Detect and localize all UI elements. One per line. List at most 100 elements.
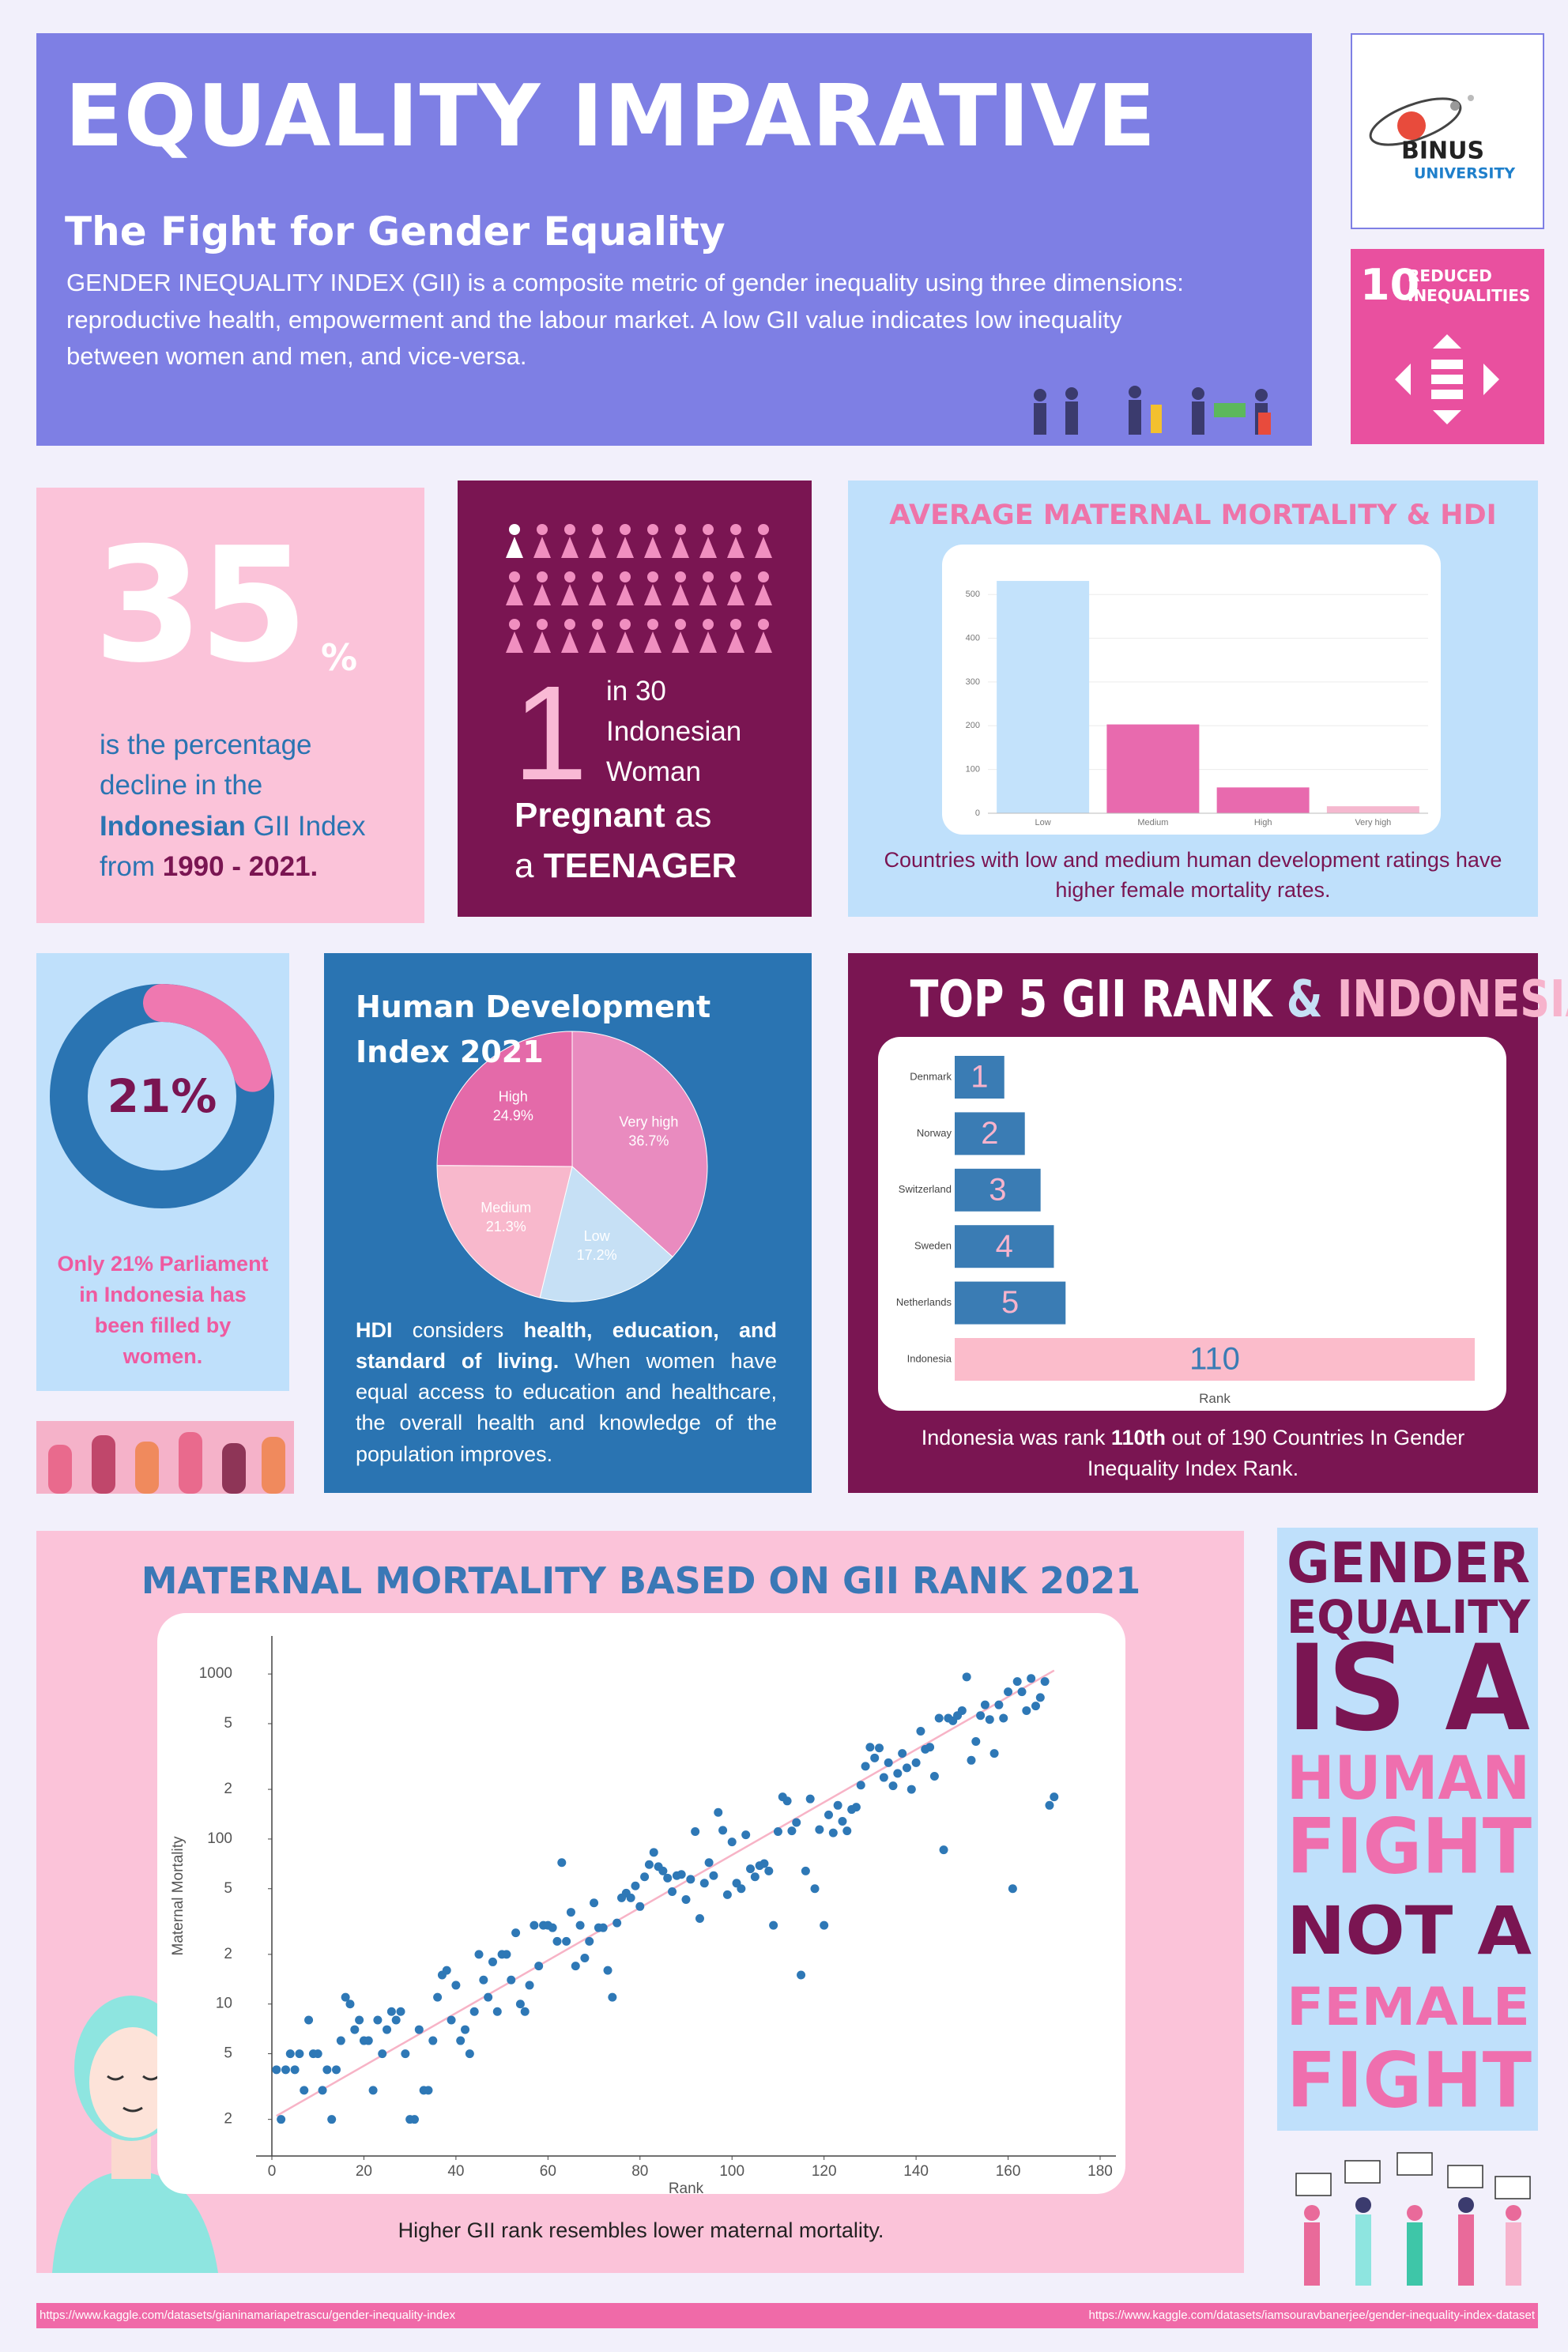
woman-icon-body bbox=[561, 584, 579, 605]
scatter-point bbox=[612, 1918, 622, 1928]
x-tick-label: 140 bbox=[903, 2163, 929, 2180]
scatter-point bbox=[350, 2025, 360, 2034]
scatter-point bbox=[525, 1981, 534, 1990]
sdg-number: 10 bbox=[1360, 260, 1420, 310]
hdi-lead: HDI bbox=[356, 1318, 393, 1342]
slogan-line: IS A bbox=[1287, 1620, 1530, 1758]
slice-label: Medium bbox=[481, 1200, 531, 1216]
scatter-point bbox=[424, 2086, 433, 2095]
woman-icon-body bbox=[672, 537, 689, 558]
chart-caption: Higher GII rank resembles lower maternal… bbox=[398, 2218, 884, 2242]
teen-value: 1 bbox=[513, 658, 588, 808]
woman-icon-body bbox=[616, 537, 634, 558]
x-tick-label: 120 bbox=[812, 2163, 837, 2180]
scatter-point bbox=[396, 2007, 405, 2016]
sdg-label: REDUCED INEQUALITIES bbox=[1408, 266, 1531, 305]
scatter-point bbox=[428, 2036, 438, 2045]
decline-value: 35 bbox=[93, 514, 308, 698]
title-highlight: INDONESIA bbox=[1336, 971, 1568, 1029]
scatter-point bbox=[760, 1859, 769, 1868]
woman-icon-head bbox=[620, 571, 631, 582]
scatter-point bbox=[649, 1848, 658, 1857]
woman-icon-body bbox=[755, 631, 772, 653]
scatter-point bbox=[727, 1838, 737, 1847]
woman-icon-body bbox=[672, 631, 689, 653]
woman-icon-head bbox=[620, 524, 631, 535]
scatter-point bbox=[383, 2025, 392, 2034]
woman-icon-head bbox=[537, 524, 548, 535]
x-tick-label: Very high bbox=[1355, 818, 1391, 827]
y-tick-label: 500 bbox=[966, 590, 980, 599]
source-link[interactable]: https://www.kaggle.com/datasets/gianinam… bbox=[40, 2309, 456, 2322]
hdi-bold: health, education, and standard of livin… bbox=[356, 1318, 777, 1374]
scatter-point bbox=[530, 1920, 539, 1930]
scatter-point bbox=[1031, 1702, 1040, 1711]
scatter-point bbox=[1040, 1677, 1050, 1687]
teen-text-1: as bbox=[674, 796, 712, 835]
scatter-point bbox=[884, 1758, 893, 1767]
sdg-icon bbox=[1395, 334, 1499, 424]
scatter-point bbox=[976, 1711, 986, 1721]
scatter-point bbox=[677, 1870, 686, 1879]
y-tick-label: 5 bbox=[224, 1715, 232, 1732]
hdi-text-1: considers bbox=[412, 1318, 504, 1342]
scatter-point bbox=[1004, 1687, 1013, 1697]
slogan-panel: GENDER EQUALITY IS A HUMAN FIGHT NOT A F… bbox=[1277, 1528, 1538, 2131]
scatter-point bbox=[911, 1758, 921, 1767]
scatter-point bbox=[401, 2049, 410, 2059]
woman-icon-body bbox=[699, 537, 717, 558]
scatter-point bbox=[686, 1875, 695, 1884]
scatter-point bbox=[851, 1803, 861, 1812]
source-link[interactable]: https://www.kaggle.com/datasets/iamsoura… bbox=[1088, 2309, 1535, 2322]
scatter-point bbox=[893, 1769, 903, 1778]
scatter-point bbox=[746, 1864, 756, 1874]
woman-icon-body bbox=[533, 631, 551, 653]
slice-label: High bbox=[499, 1088, 528, 1104]
scatter-point bbox=[824, 1810, 833, 1819]
scatter-point bbox=[971, 1737, 981, 1747]
scatter-point bbox=[801, 1866, 810, 1875]
scatter-point bbox=[414, 2025, 424, 2034]
scatter-point bbox=[773, 1826, 782, 1836]
scatter-point bbox=[368, 2086, 378, 2095]
woman-icon-head bbox=[647, 524, 658, 535]
caption-lead: Indonesia was rank bbox=[921, 1426, 1106, 1449]
scatter-point bbox=[580, 1954, 590, 1963]
scatter-point bbox=[842, 1826, 852, 1836]
scatter-point bbox=[820, 1920, 829, 1930]
plot-area: Denmark 1 Norway 2 Switzerland 3 Sweden 4 Nether… bbox=[878, 1037, 1506, 1411]
bar bbox=[1106, 724, 1200, 813]
y-tick-label: 200 bbox=[966, 721, 980, 730]
scatter-point bbox=[1012, 1677, 1022, 1687]
woman-icon-head bbox=[592, 571, 603, 582]
bar bbox=[955, 1168, 1041, 1212]
decline-text-2: GII Index bbox=[253, 810, 366, 842]
woman-icon-body bbox=[755, 584, 772, 605]
scatter-point bbox=[608, 1992, 617, 2002]
woman-icon-head bbox=[509, 524, 520, 535]
y-axis-label: Maternal Mortality bbox=[170, 1836, 187, 1955]
woman-icon-head bbox=[537, 619, 548, 630]
scatter-point bbox=[272, 2065, 281, 2075]
caption-rest: out of 190 Countries In Gender Inequalit… bbox=[1087, 1426, 1465, 1481]
woman-icon-body bbox=[727, 537, 744, 558]
woman-icon-body bbox=[533, 537, 551, 558]
y-tick-label: 0 bbox=[975, 808, 980, 818]
scatter-point bbox=[989, 1749, 999, 1758]
scatter-point bbox=[447, 2015, 456, 2025]
scatter-point bbox=[925, 1743, 935, 1752]
woman-icon-body bbox=[561, 631, 579, 653]
decline-period: 1990 - 2021. bbox=[162, 851, 318, 883]
scatter-point bbox=[465, 2049, 474, 2059]
y-tick-label: Denmark bbox=[910, 1070, 952, 1082]
scatter-point bbox=[631, 1881, 640, 1890]
scatter-point bbox=[511, 1928, 521, 1938]
scatter-point bbox=[1017, 1687, 1027, 1697]
woman-icon-head bbox=[509, 619, 520, 630]
x-tick-label: 180 bbox=[1087, 2163, 1113, 2180]
scatter-point bbox=[635, 1902, 645, 1911]
plot-area: 0 20 40 60 80 100 120 140 160 180 2 5 10 2 5 100 2 5 1000 R… bbox=[157, 1613, 1125, 2197]
hands-illustration bbox=[36, 1421, 294, 1494]
chart-title: TOP 5 GII RANK & INDONESIA bbox=[910, 971, 1568, 1029]
